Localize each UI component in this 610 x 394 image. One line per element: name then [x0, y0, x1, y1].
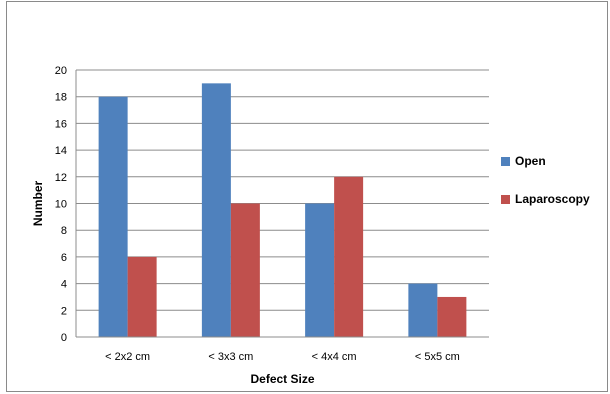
- y-tick-label: 2: [61, 305, 67, 317]
- y-tick-label: 0: [61, 332, 67, 344]
- legend-swatch-laparoscopy: [501, 194, 510, 204]
- legend-item-open: Open: [501, 153, 590, 169]
- y-tick-label: 4: [61, 279, 67, 291]
- bar-laparoscopy-1: [230, 203, 260, 337]
- bars: [98, 83, 467, 337]
- y-tick-label: 14: [55, 145, 67, 157]
- x-tick-labels: < 2x2 cm < 3x3 cm < 4x4 cm < 5x5 cm: [105, 351, 460, 363]
- y-tick-label: 16: [55, 118, 67, 130]
- bar-laparoscopy-0: [127, 256, 157, 337]
- y-tick-label: 8: [61, 225, 67, 237]
- y-tick-label: 12: [55, 172, 67, 184]
- bar-open-3: [408, 283, 438, 337]
- bar-open-0: [98, 96, 128, 337]
- y-tick-label: 18: [55, 92, 67, 104]
- bar-open-2: [305, 203, 335, 337]
- x-axis-title: Defect Size: [250, 372, 314, 386]
- bar-laparoscopy-2: [334, 176, 364, 337]
- legend-label-open: Open: [515, 154, 546, 168]
- x-tick-label: < 4x4 cm: [312, 351, 357, 363]
- x-tick-label: < 5x5 cm: [415, 351, 460, 363]
- y-axis-title: Number: [31, 181, 45, 227]
- x-tick-label: < 3x3 cm: [208, 351, 253, 363]
- legend-swatch-open: [501, 156, 510, 166]
- y-tick-label: 10: [55, 199, 67, 211]
- y-tick-label: 20: [55, 65, 67, 77]
- y-tick-labels: 0 2 4 6 8 10 12 14 16 18 20: [55, 65, 67, 344]
- legend: Open Laparoscopy: [501, 153, 590, 229]
- legend-label-laparoscopy: Laparoscopy: [515, 192, 590, 206]
- bar-open-1: [201, 83, 231, 337]
- bar-laparoscopy-3: [437, 296, 467, 337]
- y-tick-label: 6: [61, 252, 67, 264]
- legend-item-laparoscopy: Laparoscopy: [501, 191, 590, 207]
- x-tick-label: < 2x2 cm: [105, 351, 150, 363]
